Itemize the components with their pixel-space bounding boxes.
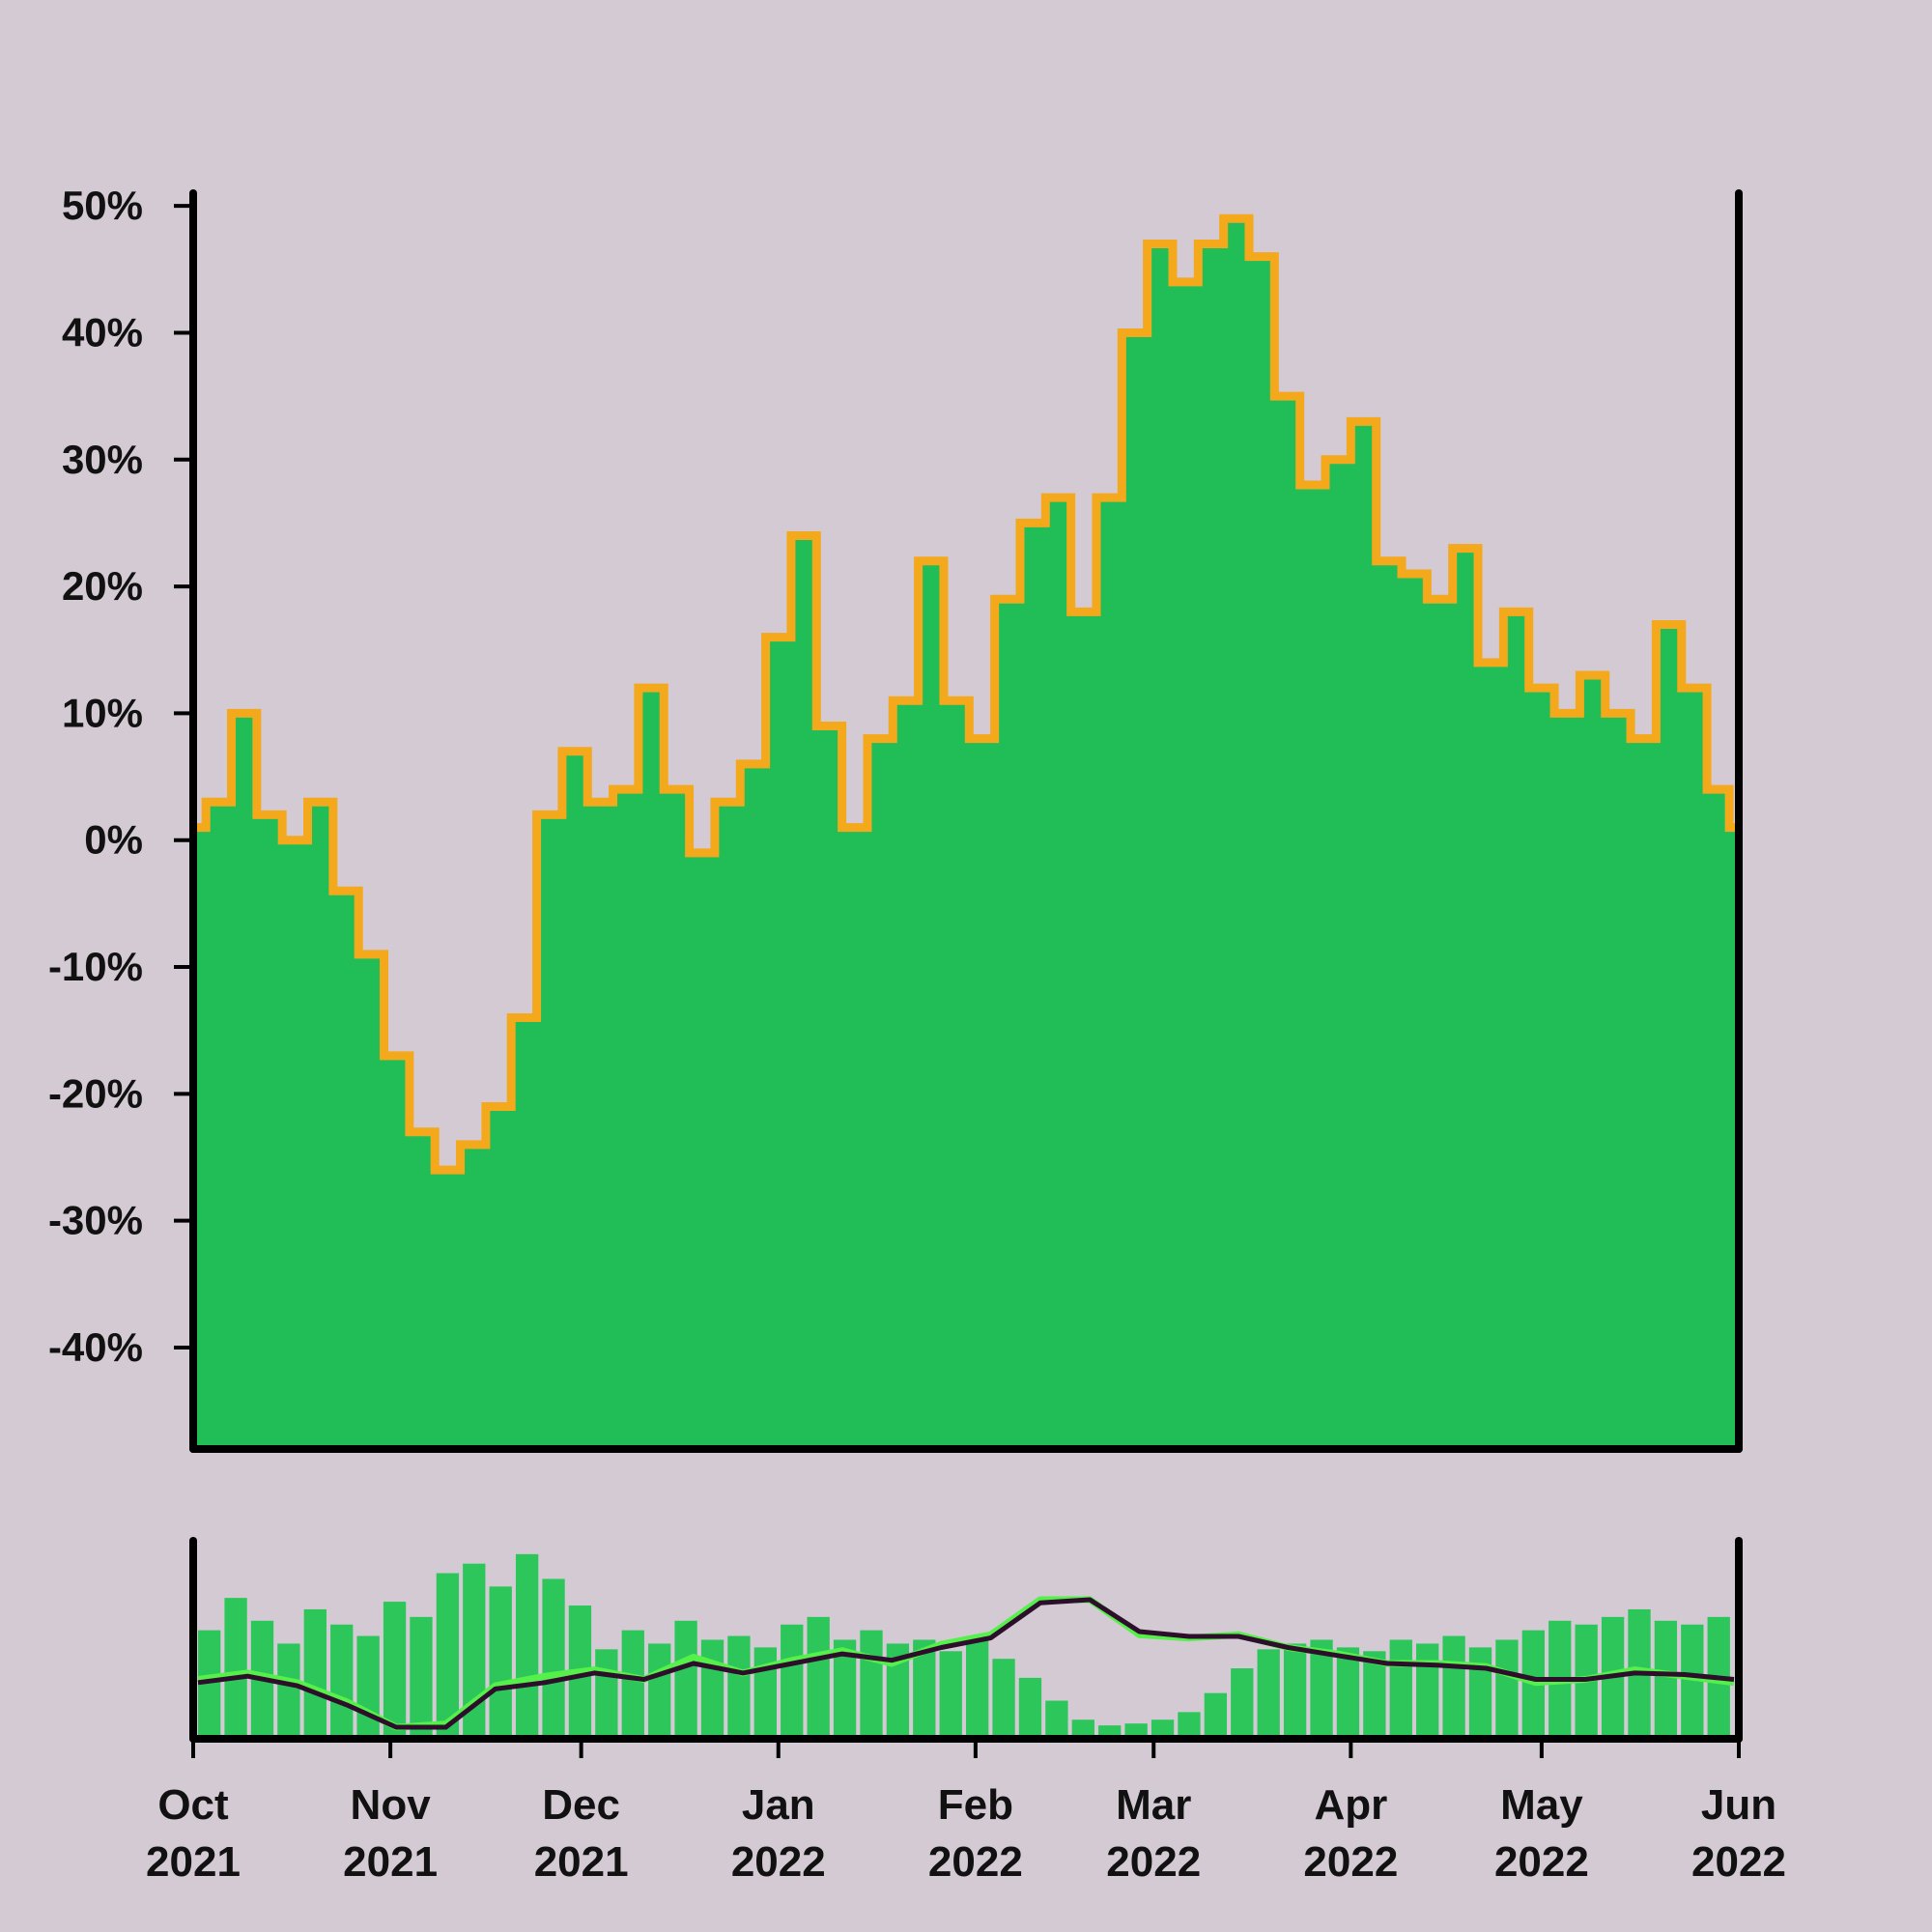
volume-bar: [436, 1573, 460, 1735]
y-tick-label: 50%: [62, 183, 143, 228]
x-tick-label-year: 2022: [1303, 1838, 1398, 1886]
x-tick-label-year: 2022: [1106, 1838, 1201, 1886]
volume-bar: [1495, 1639, 1519, 1735]
volume-bar: [1654, 1620, 1678, 1735]
volume-bar: [542, 1578, 565, 1735]
volume-bar: [1071, 1719, 1094, 1735]
volume-subchart: Oct 2021 Nov 2021 Dec 2021 Jan 2022 Feb 2022 Mar 20…: [146, 1537, 1786, 1886]
volume-bar: [1018, 1677, 1042, 1735]
volume-bar: [807, 1616, 830, 1735]
volume-bar: [1151, 1719, 1175, 1735]
volume-bar: [1257, 1649, 1280, 1735]
y-tick-label: 40%: [62, 309, 143, 355]
volume-bar: [1045, 1700, 1068, 1735]
volume-bar: [1363, 1651, 1386, 1735]
y-tick-label: -30%: [48, 1198, 143, 1243]
volume-bar: [1336, 1647, 1360, 1735]
volume-bar: [1468, 1647, 1492, 1735]
volume-bar: [860, 1630, 883, 1735]
volume-bar: [1310, 1639, 1333, 1735]
y-tick-label: 20%: [62, 563, 143, 609]
y-tick-label: -10%: [48, 944, 143, 989]
volume-bar: [913, 1639, 936, 1735]
volume-bar: [939, 1651, 962, 1735]
volume-bar: [727, 1635, 751, 1735]
y-tick-label: 10%: [62, 690, 143, 735]
volume-bar: [753, 1647, 777, 1735]
x-tick-label-month: Apr: [1314, 1781, 1387, 1829]
volume-bar: [992, 1659, 1015, 1735]
y-tick-label: -40%: [48, 1324, 143, 1370]
x-tick-label-month: Feb: [938, 1781, 1013, 1829]
slow-average-line: [197, 1597, 1735, 1730]
x-tick-label-month: Mar: [1116, 1781, 1191, 1829]
volume-bar: [1178, 1712, 1201, 1735]
volume-bar: [1124, 1723, 1148, 1735]
x-tick-label-year: 2021: [146, 1838, 241, 1886]
x-tick-label-year: 2022: [731, 1838, 826, 1886]
volume-bar: [1389, 1639, 1412, 1735]
volume-bar: [833, 1639, 857, 1735]
range-band-line: [193, 213, 1739, 1175]
y-tick-label: 30%: [62, 437, 143, 482]
volume-bar: [674, 1620, 697, 1735]
area-fill: [193, 218, 1739, 1450]
x-tick-label-month: Oct: [157, 1781, 229, 1829]
x-tick-label-month: May: [1500, 1781, 1583, 1829]
volume-bar: [515, 1553, 539, 1735]
y-tick-label: 0%: [84, 817, 143, 863]
volume-bar: [966, 1635, 989, 1735]
x-tick-label-year: 2021: [534, 1838, 629, 1886]
volume-bar: [489, 1586, 512, 1735]
volume-bar: [383, 1602, 407, 1735]
volume-bar: [595, 1649, 618, 1735]
volume-bar: [781, 1624, 804, 1735]
volume-bar: [648, 1643, 671, 1735]
volume-bar: [277, 1643, 300, 1735]
x-tick-label-month: Jan: [742, 1781, 815, 1829]
x-tick-label-month: Dec: [542, 1781, 620, 1829]
volume-bar: [1442, 1635, 1465, 1735]
x-tick-label-month: Jun: [1701, 1781, 1776, 1829]
volume-bar: [1098, 1725, 1122, 1735]
x-tick-label-year: 2022: [1494, 1838, 1589, 1886]
main-area-chart: -40% -30% -20% -10% 0% 10% 20% 30% 40% 50%: [48, 183, 1743, 1453]
volume-bar: [1283, 1643, 1307, 1735]
volume-bar: [224, 1598, 247, 1735]
volume-bar: [1204, 1692, 1228, 1735]
x-tick-label-month: Nov: [351, 1781, 432, 1829]
volume-bar: [700, 1639, 724, 1735]
volume-bar: [621, 1630, 644, 1735]
y-tick-label: -20%: [48, 1070, 143, 1116]
volume-bar: [303, 1608, 327, 1735]
x-tick-label-year: 2022: [928, 1838, 1023, 1886]
volume-bar: [410, 1616, 433, 1735]
volume-bar: [463, 1563, 486, 1735]
x-tick-label-year: 2022: [1691, 1838, 1786, 1886]
volume-bar: [1231, 1668, 1254, 1735]
x-tick-label-year: 2021: [343, 1838, 438, 1886]
volume-bar: [330, 1624, 354, 1735]
volume-bar: [1416, 1643, 1439, 1735]
